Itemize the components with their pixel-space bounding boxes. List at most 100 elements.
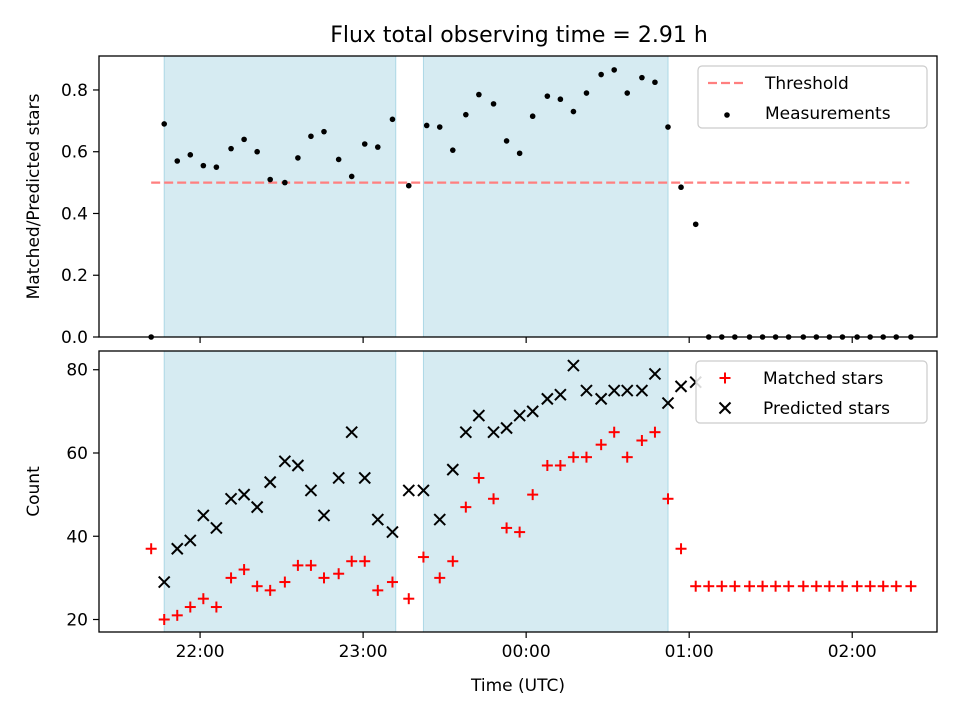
observing-band [422,55,669,338]
predicted-stars-marker-b [171,542,184,555]
legend-label: Predicted stars [763,399,890,419]
matched-stars-point [690,580,702,592]
matched-stars-point [359,555,371,567]
measurement-point [624,90,631,96]
measurement-point [503,138,510,144]
matched-stars-point [225,572,237,584]
matched-stars-point [145,543,157,555]
predicted-stars-point [263,475,277,489]
measurement-point [308,133,314,140]
x-axis-label: Time (UTC) [470,676,565,696]
predicted-stars-point [371,513,384,526]
matched-stars-point [744,580,756,592]
measurement-point [174,158,181,164]
matched-stars-point [703,580,715,592]
predicted-stars-marker-b [567,359,580,372]
y-tick-label: 0.6 [61,143,88,163]
predicted-stars-point [526,405,539,418]
matched-stars-point [851,580,863,592]
predicted-stars-point [345,425,358,439]
predicted-stars-marker-b [526,405,539,418]
matched-stars-point [501,522,513,534]
predicted-stars-marker-b [594,392,608,406]
x-tick-label: 00:00 [502,642,551,662]
predicted-stars-marker-b [358,471,371,485]
predicted-stars-point [472,409,486,422]
predicted-stars-marker-b [184,534,197,547]
matched-stars-point [434,572,446,584]
measurement-point [639,74,645,81]
measurement-point [295,155,301,161]
matched-stars-point [417,551,429,563]
matched-stars-point [662,493,674,505]
predicted-stars-marker-b [541,392,554,406]
measurement-point [570,108,577,115]
predicted-stars-marker-b [472,409,486,422]
predicted-stars-marker-b [433,513,446,526]
measurement-point [321,128,327,135]
measurement-point [254,148,260,155]
predicted-stars-point [184,534,197,547]
predicted-stars-marker-b [278,455,292,468]
y-tick-label: 0.8 [61,81,88,101]
legend: Threshold Measurements [697,65,928,129]
matched-stars-point [757,580,769,592]
predicted-stars-marker-b [250,500,264,514]
legend-label: Matched stars [763,369,883,389]
measurement-point [463,111,469,118]
measurement-point [678,184,684,191]
matched-stars-point [279,576,291,588]
matched-stars-point [333,568,345,580]
matched-stars-point [567,451,579,463]
matched-stars-point [514,526,526,538]
matched-stars-point [716,580,728,592]
predicted-stars-point [607,384,621,397]
measurement-point [476,91,482,98]
matched-stars-point [210,601,222,613]
predicted-stars-marker-b [197,509,210,522]
x-tick-label: 01:00 [665,642,714,662]
predicted-stars-marker-b [158,575,171,589]
matched-stars-point [171,609,183,621]
measurement-point [161,121,168,127]
predicted-stars-marker-b [263,475,277,489]
matched-stars-point [264,584,276,596]
predicted-stars-point [304,484,318,497]
observing-band [163,350,397,633]
predicted-stars-point [567,359,580,372]
predicted-stars-point [171,542,184,555]
measurement-point [361,141,368,147]
predicted-stars-marker-b [648,367,662,381]
predicted-stars-point [237,488,251,501]
predicted-stars-point [332,471,345,485]
matched-stars-point [810,580,822,592]
legend-measurement-swatch [724,112,730,118]
matched-stars-point [460,501,472,513]
matched-stars-point [292,559,304,571]
y-tick-label: 0.0 [61,328,88,348]
axes-frame [98,350,938,633]
matched-stars-point [836,580,848,592]
matched-stars-point [372,584,384,596]
measurement-point [187,152,194,158]
predicted-stars-marker-b [417,484,430,497]
measurement-point [282,179,288,186]
predicted-stars-marker-b [304,484,318,497]
measurement-point [241,136,247,143]
y-tick-label: 20 [66,611,88,631]
matched-stars-point [675,543,687,555]
y-tick-label: 40 [66,527,88,547]
matched-stars-point [729,580,741,592]
matched-stars-point [783,580,795,592]
y-tick-label: 80 [66,361,88,381]
predicted-stars-marker-b [459,425,473,439]
legend-label: Measurements [765,104,891,124]
predicted-stars-point [210,521,223,535]
chart-title: Flux total observing time = 2.91 h [330,23,708,48]
matched-stars-point [305,559,317,571]
matched-stars-point [251,580,263,592]
predicted-stars-point [358,471,371,485]
matched-stars-point [386,576,398,588]
predicted-stars-marker-b [487,425,500,439]
matched-stars-point [238,564,250,576]
